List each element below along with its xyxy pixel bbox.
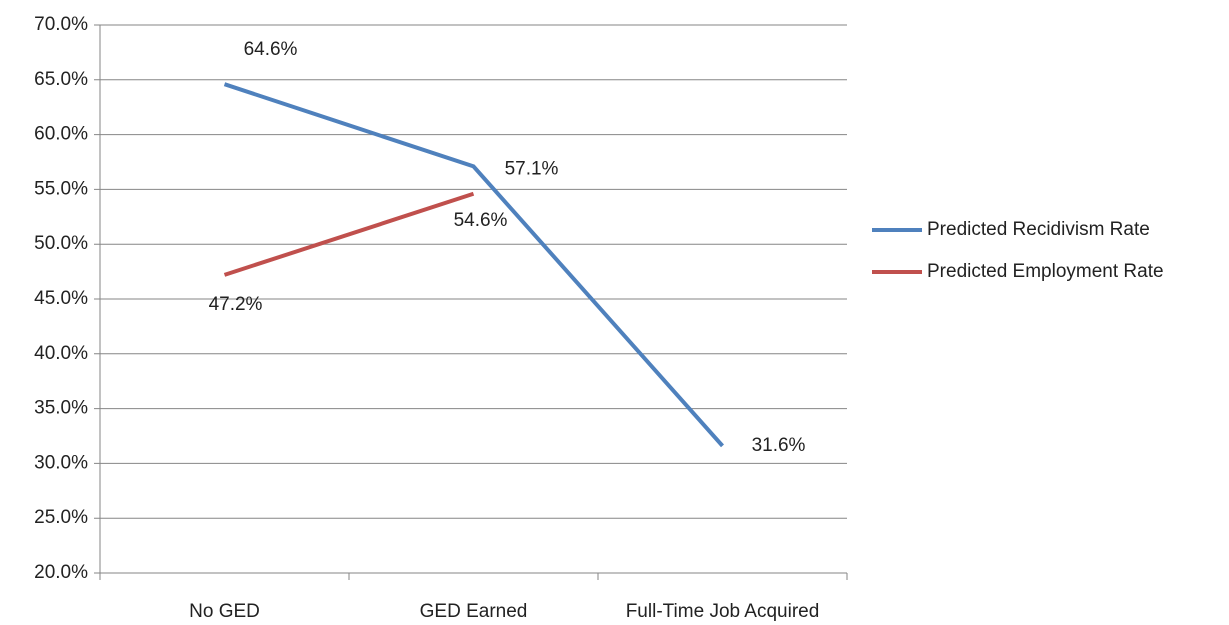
data-label: 57.1%	[505, 158, 559, 179]
data-label: 54.6%	[454, 210, 508, 231]
x-tick-label: Full-Time Job Acquired	[626, 601, 820, 622]
x-tick-label: GED Earned	[420, 601, 528, 622]
y-tick-label: 60.0%	[34, 124, 88, 145]
legend-label: Predicted Recidivism Rate	[927, 219, 1150, 240]
y-tick-label: 30.0%	[34, 452, 88, 473]
y-tick-label: 50.0%	[34, 233, 88, 254]
y-tick-label: 20.0%	[34, 562, 88, 583]
x-tick-label: No GED	[189, 601, 260, 622]
y-tick-label: 25.0%	[34, 507, 88, 528]
data-label: 31.6%	[752, 435, 806, 456]
y-tick-label: 55.0%	[34, 178, 88, 199]
series-line	[223, 191, 475, 277]
legend-label: Predicted Employment Rate	[927, 261, 1164, 282]
y-tick-label: 35.0%	[34, 398, 88, 419]
y-tick-label: 65.0%	[34, 69, 88, 90]
y-tick-label: 45.0%	[34, 288, 88, 309]
y-tick-label: 40.0%	[34, 343, 88, 364]
series-line	[223, 82, 724, 448]
data-label: 47.2%	[209, 294, 263, 315]
data-label: 64.6%	[244, 39, 298, 60]
y-tick-label: 70.0%	[34, 14, 88, 35]
